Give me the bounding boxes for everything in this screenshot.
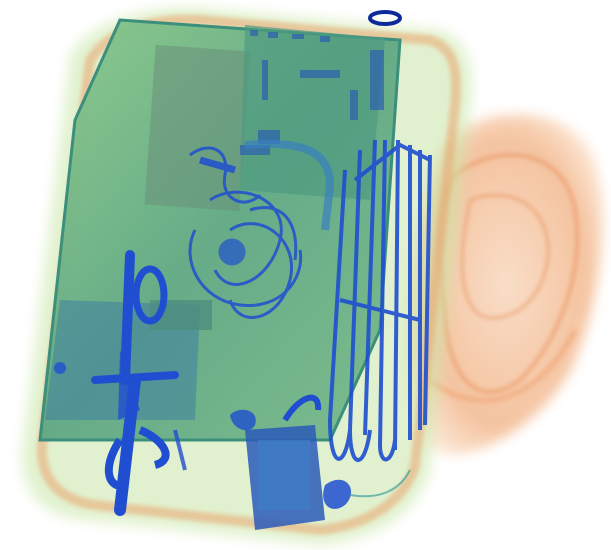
coat-hangers — [327, 139, 432, 462]
charger — [245, 394, 411, 530]
scissors — [91, 250, 179, 516]
cable-bundle — [188, 146, 303, 319]
misc-items — [54, 362, 256, 471]
clip — [368, 10, 402, 26]
